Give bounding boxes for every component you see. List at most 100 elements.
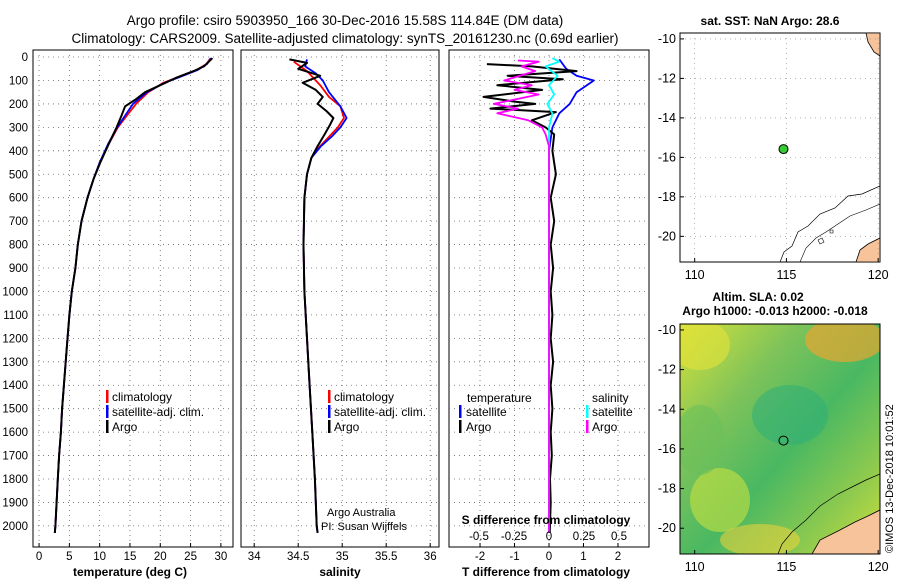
map-x-tick-label: 120 (868, 560, 889, 574)
map-y-tick-label: -12 (658, 363, 676, 377)
sst-bathymetry-contour (779, 185, 880, 262)
map-x-tick-label: 110 (685, 268, 705, 282)
x-tick-label: 2 (615, 551, 621, 563)
salinity-xlabel: salinity (319, 565, 361, 579)
imos-timestamp-stamp: ©IMOS 13-Dec-2018 10:01:52 (884, 404, 896, 553)
legend-label-satellite: satellite-adj. clim. (112, 405, 204, 419)
depth-tick-label: 500 (9, 169, 28, 181)
sla-heatmap-patch (690, 468, 750, 532)
depth-tick-label: 700 (9, 216, 28, 228)
argo-float-position-marker (778, 144, 789, 155)
legend-swatch-argo (106, 420, 109, 433)
sla-map-title-line2: Argo h1000: -0.013 h2000: -0.018 (682, 304, 868, 318)
x-tick-label: 0 (546, 551, 552, 563)
legend-swatch-sal-argo (586, 420, 589, 433)
x-tick-label: 1 (580, 551, 586, 563)
series-line-salinity-satellite (544, 57, 561, 533)
salinity-xticks: 34 34.5 35 35.5 36 (248, 543, 437, 563)
sla-map-panel: Altim. SLA: 0.02 Argo h1000: -0.013 h200… (658, 290, 889, 574)
sst-land-mass-corner (865, 33, 880, 57)
depth-tick-label: 1000 (2, 286, 28, 298)
map-y-tick-label: -20 (658, 229, 676, 243)
sla-heatmap-patch (680, 405, 725, 475)
map-x-tick-label: 110 (685, 560, 705, 574)
series-line-argo (53, 57, 214, 533)
sla-heatmap-patch (805, 324, 880, 362)
salinity-legend: climatology satellite-adj. clim. Argo (328, 390, 426, 434)
series-line-argo (289, 58, 335, 534)
difference-series (482, 57, 595, 533)
depth-tick-label: 1400 (2, 380, 28, 392)
map-x-tick-label: 120 (868, 268, 889, 282)
legend-head-temperature: temperature (467, 391, 532, 405)
depth-tick-label: 300 (9, 122, 28, 134)
s-tick-label: 0.25 (573, 531, 595, 543)
map-y-tick-label: -12 (658, 71, 676, 85)
sla-bathymetry-contour (777, 473, 880, 554)
sla-map-frame (679, 323, 881, 555)
sla-map-xticks: 110 115 120 (685, 550, 889, 574)
s-tick-label: 0 (546, 531, 552, 543)
map-y-tick-label: -16 (658, 442, 676, 456)
temperature-plot-frame (32, 49, 234, 548)
legend-label-temp-satellite: satellite (466, 405, 507, 419)
sst-map-yticks: -10 -12 -14 -16 -18 -20 (658, 32, 684, 243)
x-tick-label: 10 (93, 551, 106, 563)
depth-tick-label: 200 (9, 99, 28, 111)
difference-xlabel: T difference from climatology (462, 565, 630, 579)
depth-tick-label: 1700 (2, 451, 28, 463)
legend-swatch-sal-satellite (586, 405, 589, 418)
x-tick-label: 36 (424, 551, 437, 563)
legend-label-argo: Argo (334, 420, 360, 434)
temperature-xticks: 0 5 10 15 20 25 30 (36, 543, 227, 563)
map-y-tick-label: -20 (658, 521, 676, 535)
x-tick-label: 34 (248, 551, 261, 563)
credit-argo-australia: Argo Australia (327, 507, 396, 519)
salinity-plot-frame (240, 49, 440, 548)
depth-tick-label: 0 (22, 52, 28, 64)
difference-legend: temperature satellite Argo salinity sate… (459, 391, 633, 434)
sst-map-panel: sat. SST: NaN Argo: 28.6 110 115 120 -10 -1… (658, 14, 889, 282)
map-y-tick-label: -10 (658, 323, 676, 337)
difference-panel: -2 -1 0 1 2 T difference from climatology S … (448, 49, 650, 579)
depth-tick-label: 600 (9, 193, 28, 205)
x-tick-label: 20 (154, 551, 167, 563)
temperature-panel: 0 5 10 15 20 25 30 temperature (deg C) climato… (32, 49, 234, 579)
salinity-series (289, 58, 348, 534)
depth-axis-labels: 0 100 200 300 400 500 600 700 800 900 1000 1100 1200… (2, 52, 28, 533)
legend-label-temp-argo: Argo (466, 420, 492, 434)
depth-tick-label: 400 (9, 146, 28, 158)
map-x-tick-label: 115 (776, 268, 796, 282)
x-tick-label: 35 (336, 551, 349, 563)
legend-swatch-climatology (106, 390, 109, 403)
map-y-tick-label: -10 (658, 32, 676, 46)
depth-tick-label: 1200 (2, 333, 28, 345)
depth-tick-label: 1500 (2, 404, 28, 416)
depth-tick-label: 100 (9, 75, 28, 87)
map-x-tick-label: 115 (776, 560, 796, 574)
temperature-series (53, 57, 214, 533)
sst-float-marker-layer (778, 144, 789, 155)
depth-tick-label: 1800 (2, 474, 28, 486)
sst-bathymetry-contour-inner (799, 203, 880, 262)
depth-tick-label: 1900 (2, 497, 28, 509)
depth-tick-label: 1300 (2, 357, 28, 369)
temperature-grid (33, 50, 233, 547)
sst-map-xticks: 110 115 120 (685, 258, 889, 282)
x-tick-label: 34.5 (287, 551, 309, 563)
map-y-tick-label: -14 (658, 111, 676, 125)
temperature-legend: climatology satellite-adj. clim. Argo (106, 390, 204, 434)
x-tick-label: 15 (124, 551, 137, 563)
sla-heatmap-patch (752, 385, 828, 445)
sst-map-title: sat. SST: NaN Argo: 28.6 (701, 14, 840, 28)
series-line-salinity-argo (492, 59, 550, 533)
depth-tick-label: 2000 (2, 521, 28, 533)
x-tick-label: 5 (66, 551, 72, 563)
sst-land-mass-coast (855, 237, 880, 262)
legend-swatch-climatology (328, 390, 331, 403)
x-tick-label: 30 (214, 551, 227, 563)
x-tick-label: -1 (509, 551, 519, 563)
credit-pi-name: PI: Susan Wijffels (321, 521, 407, 533)
depth-tick-label: 1600 (2, 427, 28, 439)
